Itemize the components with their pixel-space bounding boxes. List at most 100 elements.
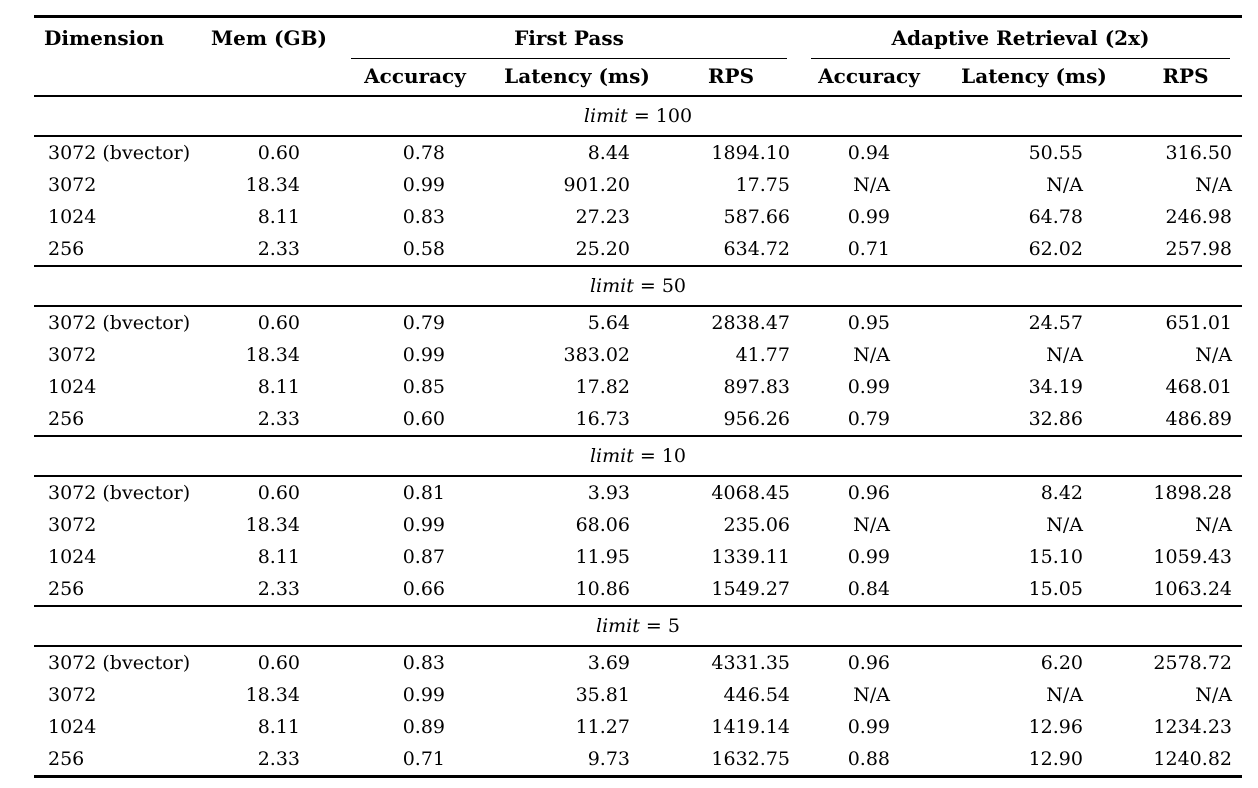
- cell-ar-accuracy: N/A: [853, 174, 890, 196]
- cell-fp-latency-ms: 17.82: [575, 376, 630, 398]
- data-row: 256 2.33 0.66 10.86 1549.27 0.84 15.05 1063.24: [34, 573, 1242, 606]
- cell-ar-accuracy: N/A: [853, 684, 890, 706]
- cell-dimension: 1024: [48, 376, 97, 398]
- cell-ar-latency-ms: 34.19: [1028, 376, 1083, 398]
- cell-ar-rps: N/A: [1195, 514, 1232, 536]
- cell-fp-latency-ms: 3.69: [587, 652, 630, 674]
- cell-ar-accuracy: 0.96: [847, 652, 890, 674]
- data-row: 3072 18.34 0.99 68.06 235.06 N/A N/A N/A: [34, 509, 1242, 541]
- cell-ar-accuracy: 0.79: [847, 408, 890, 430]
- cell-fp-accuracy: 0.83: [402, 652, 445, 674]
- table-section: limit = 5 3072 (bvector) 0.60 0.83 3.69 4331.…: [34, 605, 1242, 777]
- cell-ar-rps: 257.98: [1165, 238, 1232, 260]
- cell-ar-accuracy: 0.95: [847, 312, 890, 334]
- cell-fp-rps: 587.66: [723, 206, 790, 228]
- cell-fp-accuracy: 0.71: [402, 748, 445, 770]
- section-header-row: limit = 10: [34, 435, 1242, 477]
- cell-dimension: 3072 (bvector): [48, 142, 191, 164]
- cell-ar-rps: 246.98: [1165, 206, 1232, 228]
- cell-fp-rps: 17.75: [735, 174, 790, 196]
- col-header-mem-gb: Mem (GB): [211, 26, 327, 50]
- data-row: 256 2.33 0.71 9.73 1632.75 0.88 12.90 1240.82: [34, 743, 1242, 777]
- cell-ar-accuracy: 0.99: [847, 376, 890, 398]
- cell-fp-latency-ms: 8.44: [587, 142, 630, 164]
- cell-mem-gb: 2.33: [257, 238, 300, 260]
- benchmark-table: Dimension Mem (GB) First Pass Adaptive R…: [34, 15, 1242, 778]
- cell-ar-rps: 1059.43: [1153, 546, 1232, 568]
- col-group-first-pass: First Pass: [339, 17, 799, 60]
- cell-ar-latency-ms: 12.90: [1028, 748, 1083, 770]
- cell-mem-gb: 0.60: [257, 482, 300, 504]
- cell-ar-rps: 1240.82: [1153, 748, 1232, 770]
- cell-ar-rps: N/A: [1195, 344, 1232, 366]
- section-limit-label: limit = 100: [34, 95, 1242, 137]
- cell-mem-gb: 18.34: [245, 514, 300, 536]
- data-row: 3072 18.34 0.99 901.20 17.75 N/A N/A N/A: [34, 169, 1242, 201]
- cell-ar-latency-ms: 8.42: [1040, 482, 1083, 504]
- section-limit-label: limit = 50: [34, 265, 1242, 307]
- cell-fp-accuracy: 0.58: [402, 238, 445, 260]
- cell-fp-latency-ms: 10.86: [575, 578, 630, 600]
- cell-fp-rps: 1419.14: [711, 716, 790, 738]
- cell-fp-rps: 897.83: [723, 376, 790, 398]
- cell-mem-gb: 8.11: [257, 716, 300, 738]
- cell-fp-rps: 4068.45: [711, 482, 790, 504]
- cell-dimension: 3072: [48, 514, 97, 536]
- section-header-row: limit = 5: [34, 605, 1242, 647]
- cell-mem-gb: 18.34: [245, 344, 300, 366]
- cell-ar-rps: 1898.28: [1153, 482, 1232, 504]
- cell-dimension: 256: [48, 578, 85, 600]
- cell-fp-latency-ms: 11.27: [575, 716, 630, 738]
- cell-dimension: 1024: [48, 716, 97, 738]
- cell-fp-latency-ms: 383.02: [563, 344, 630, 366]
- cell-dimension: 3072: [48, 684, 97, 706]
- cell-mem-gb: 0.60: [257, 652, 300, 674]
- cell-mem-gb: 0.60: [257, 312, 300, 334]
- table-section: limit = 50 3072 (bvector) 0.60 0.79 5.64 2838…: [34, 265, 1242, 436]
- cell-fp-rps: 446.54: [723, 684, 790, 706]
- cell-ar-accuracy: 0.84: [847, 578, 890, 600]
- cell-ar-rps: N/A: [1195, 684, 1232, 706]
- col-header-fp-accuracy: Accuracy: [364, 64, 466, 88]
- data-row: 3072 (bvector) 0.60 0.83 3.69 4331.35 0.96 6.2…: [34, 646, 1242, 679]
- cell-mem-gb: 2.33: [257, 408, 300, 430]
- cell-mem-gb: 8.11: [257, 376, 300, 398]
- cell-dimension: 3072 (bvector): [48, 652, 191, 674]
- cell-ar-latency-ms: 12.96: [1028, 716, 1083, 738]
- cell-ar-latency-ms: 64.78: [1028, 206, 1083, 228]
- cell-fp-latency-ms: 35.81: [575, 684, 630, 706]
- cell-fp-accuracy: 0.78: [402, 142, 445, 164]
- cell-mem-gb: 2.33: [257, 578, 300, 600]
- data-row: 3072 18.34 0.99 35.81 446.54 N/A N/A N/A: [34, 679, 1242, 711]
- cell-ar-rps: 1063.24: [1153, 578, 1232, 600]
- section-limit-label: limit = 5: [34, 605, 1242, 647]
- cell-dimension: 3072 (bvector): [48, 312, 191, 334]
- math-variable: limit: [583, 105, 628, 127]
- cell-ar-rps: N/A: [1195, 174, 1232, 196]
- cell-ar-latency-ms: N/A: [1046, 174, 1083, 196]
- cell-ar-accuracy: 0.99: [847, 546, 890, 568]
- cell-mem-gb: 0.60: [257, 142, 300, 164]
- section-header-row: limit = 100: [34, 95, 1242, 137]
- cell-dimension: 256: [48, 748, 85, 770]
- math-variable: limit: [596, 615, 640, 637]
- data-row: 256 2.33 0.60 16.73 956.26 0.79 32.86 486.89: [34, 403, 1242, 436]
- cell-ar-rps: 486.89: [1165, 408, 1232, 430]
- col-header-fp-rps: RPS: [707, 64, 755, 88]
- cell-ar-accuracy: N/A: [853, 514, 890, 536]
- cell-mem-gb: 18.34: [245, 684, 300, 706]
- cell-ar-latency-ms: 24.57: [1028, 312, 1083, 334]
- cell-fp-accuracy: 0.83: [402, 206, 445, 228]
- section-limit-label: limit = 10: [34, 435, 1242, 477]
- data-row: 3072 (bvector) 0.60 0.79 5.64 2838.47 0.95 24.…: [34, 306, 1242, 339]
- data-row: 1024 8.11 0.87 11.95 1339.11 0.99 15.10 1059.43: [34, 541, 1242, 573]
- data-row: 3072 (bvector) 0.60 0.81 3.93 4068.45 0.96 8.4…: [34, 476, 1242, 509]
- cell-fp-latency-ms: 27.23: [575, 206, 630, 228]
- math-variable: limit: [589, 445, 634, 467]
- cell-fp-accuracy: 0.66: [402, 578, 445, 600]
- cell-ar-latency-ms: 50.55: [1028, 142, 1083, 164]
- cell-fp-latency-ms: 11.95: [575, 546, 630, 568]
- cell-fp-latency-ms: 9.73: [587, 748, 630, 770]
- cell-fp-accuracy: 0.87: [402, 546, 445, 568]
